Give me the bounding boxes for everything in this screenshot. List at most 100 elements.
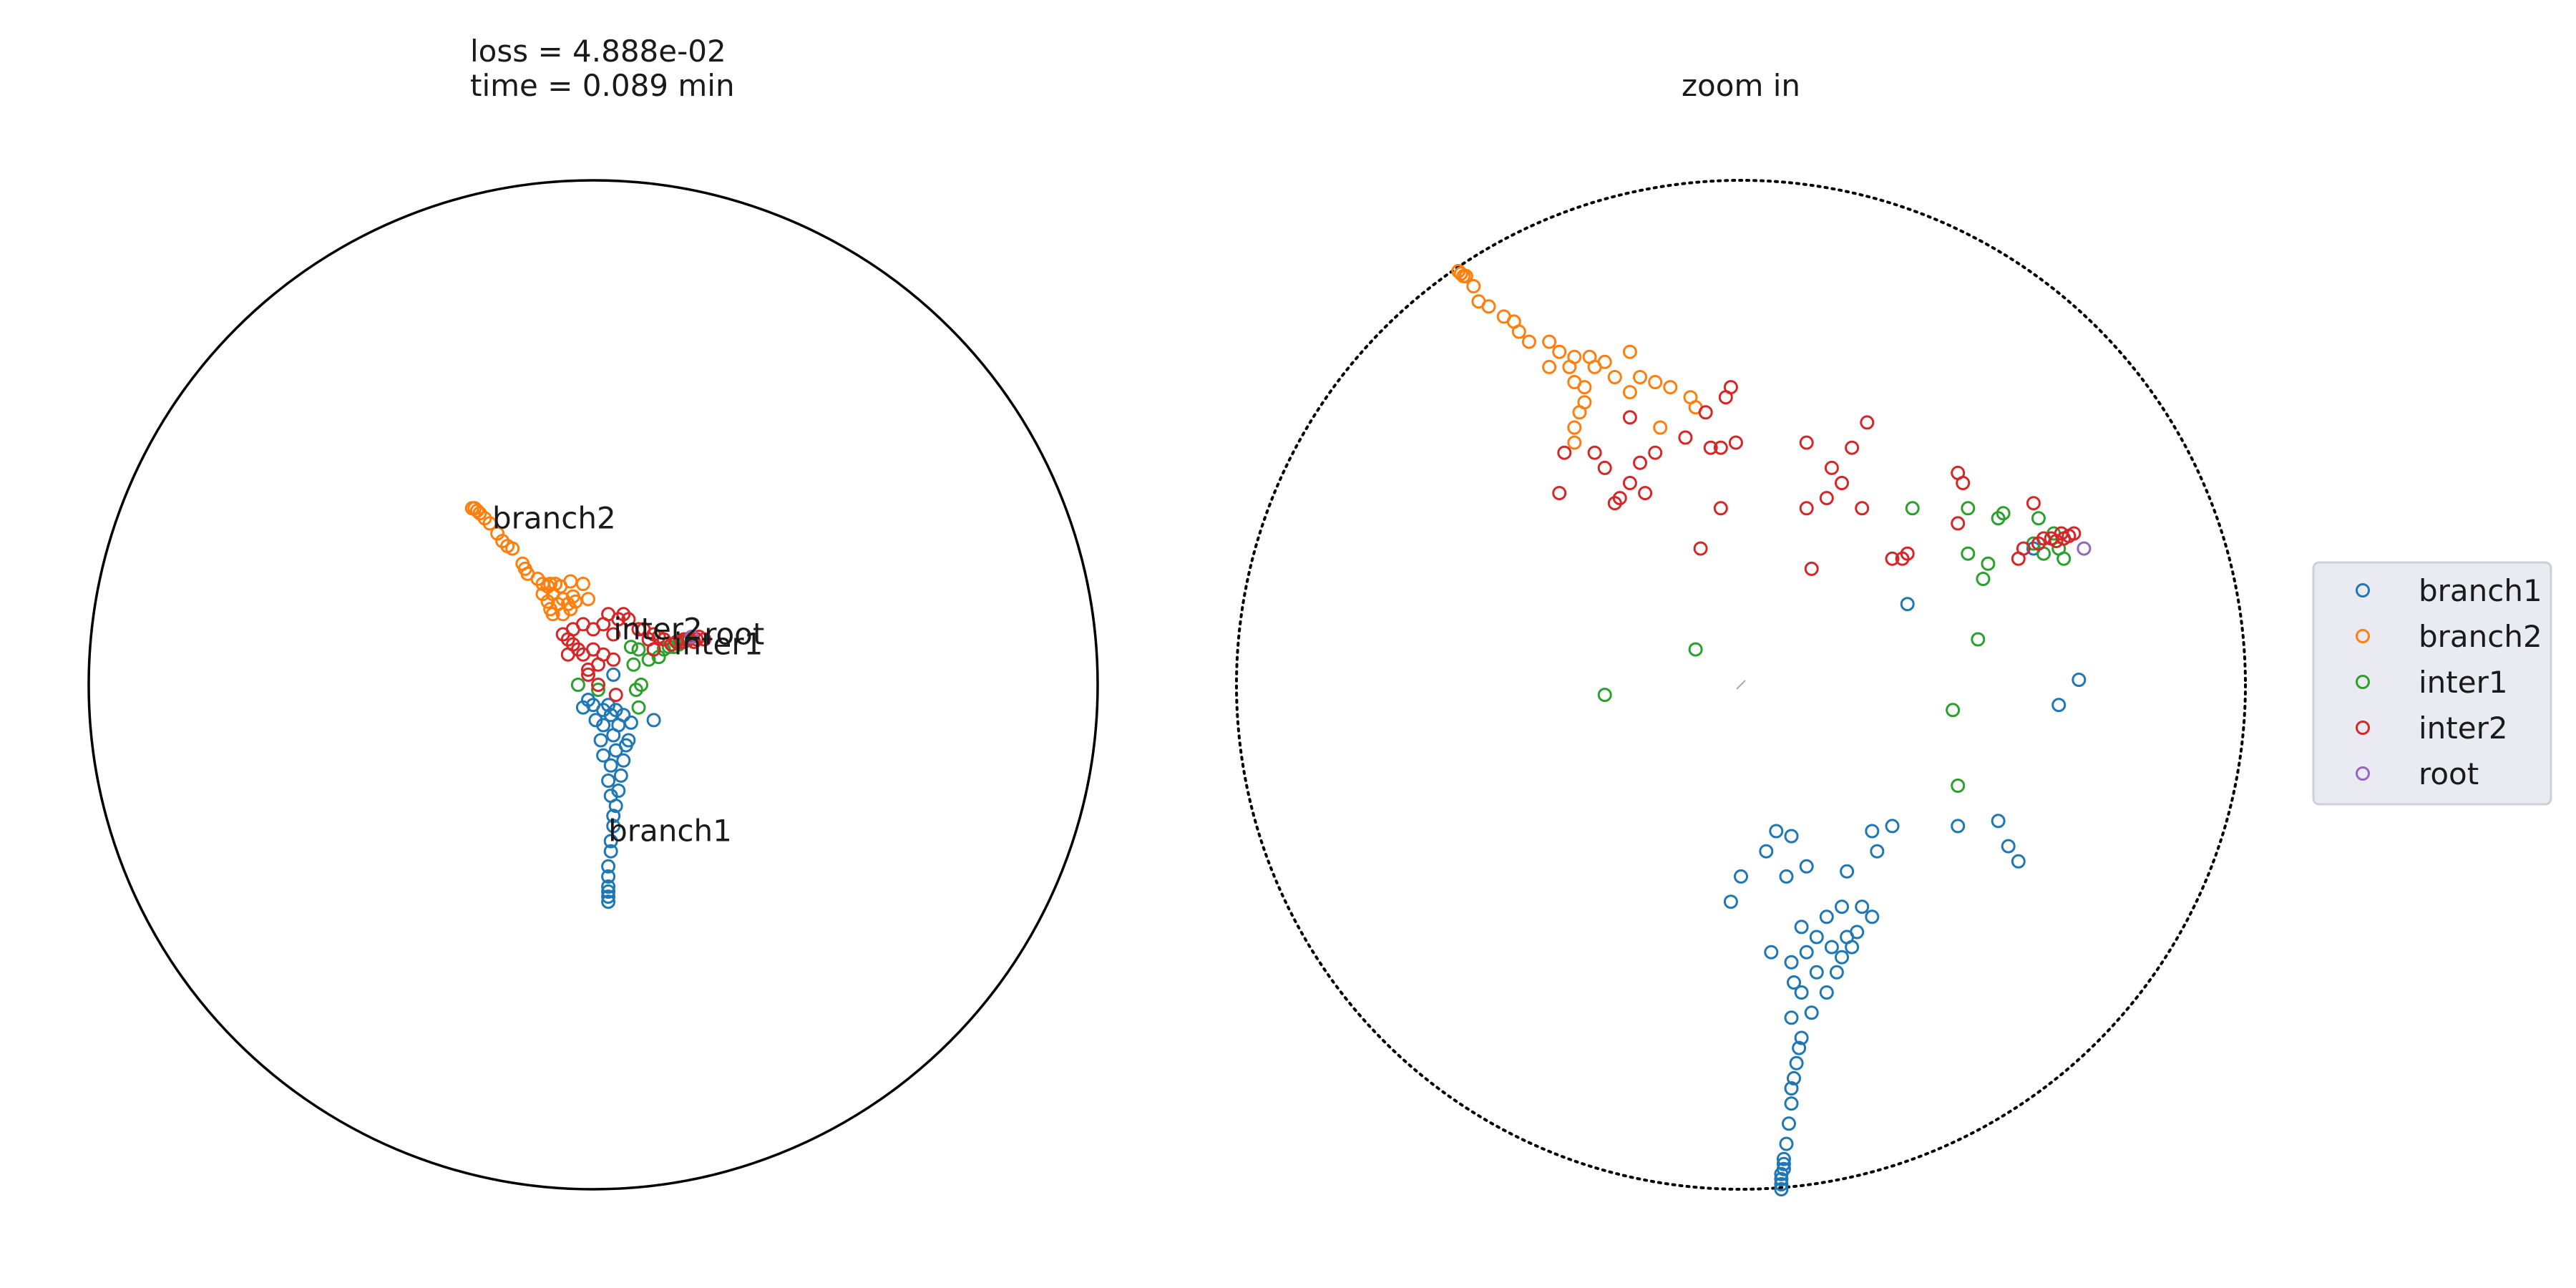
origin-marker bbox=[1736, 680, 1746, 690]
right-branch1-point bbox=[1865, 909, 1880, 924]
right-branch1-point bbox=[1774, 1171, 1789, 1186]
left-inter1-point bbox=[631, 642, 646, 657]
left-branch2-point bbox=[505, 541, 520, 556]
right-branch2-point bbox=[1587, 359, 1602, 374]
right-series-branch2 bbox=[1451, 263, 1703, 450]
left-branch1-point bbox=[646, 713, 661, 728]
right-title: zoom in bbox=[1682, 68, 1800, 103]
right-branch1-point bbox=[2072, 673, 2087, 687]
right-branch2-point bbox=[1567, 420, 1582, 435]
left-branch1-point bbox=[575, 700, 590, 715]
right-inter2-point bbox=[1693, 541, 1708, 556]
left-branch1-point bbox=[601, 774, 616, 788]
right-branch2-point bbox=[1542, 359, 1557, 374]
right-inter2-point bbox=[1819, 491, 1834, 506]
left-branch1-point bbox=[603, 844, 618, 859]
right-branch1-point bbox=[1769, 824, 1784, 839]
right-inter2-point bbox=[1703, 440, 1718, 455]
right-inter2-point bbox=[1678, 430, 1693, 445]
right-inter2-point bbox=[1597, 460, 1612, 475]
right-panel: zoom in bbox=[1235, 68, 2247, 1196]
right-branch2-point bbox=[1562, 359, 1577, 374]
left-branch1-point bbox=[601, 859, 616, 874]
left-branch1-point bbox=[601, 698, 616, 713]
legend-label-branch2: branch2 bbox=[2419, 619, 2542, 654]
left-branch1-point bbox=[601, 884, 616, 899]
left-inter2-point bbox=[581, 667, 595, 682]
right-inter1-point bbox=[1961, 501, 1976, 516]
right-inter1-point bbox=[1905, 501, 1920, 516]
right-inter2-point bbox=[1860, 415, 1875, 430]
right-inter2-point bbox=[1698, 405, 1713, 420]
right-inter1-point bbox=[1688, 642, 1703, 657]
right-root-point bbox=[2077, 541, 2092, 556]
legend-label-inter1: inter1 bbox=[2419, 665, 2508, 700]
right-branch2-point bbox=[1466, 279, 1481, 293]
left-points-layer bbox=[464, 501, 712, 909]
annotation-inter1: inter1 bbox=[674, 627, 763, 662]
left-branch1-point bbox=[593, 733, 608, 748]
right-branch1-point bbox=[1784, 829, 1799, 844]
left-disk-boundary bbox=[87, 179, 1099, 1191]
right-inter2-point bbox=[1845, 440, 1860, 455]
right-inter2-point bbox=[1557, 445, 1572, 460]
right-branch2-point bbox=[1552, 344, 1567, 359]
right-branch1-point bbox=[1774, 1177, 1789, 1191]
right-branch1-point bbox=[1850, 924, 1865, 940]
left-inter1-point bbox=[626, 657, 641, 672]
legend-items: branch1 branch2 inter1 inter2 root bbox=[2356, 573, 2542, 791]
right-inter2-point bbox=[1723, 380, 1738, 395]
legend-item-inter2: inter2 bbox=[2356, 711, 2508, 746]
right-inter1-point bbox=[1981, 556, 1996, 571]
right-inter2-point bbox=[1552, 486, 1567, 501]
right-inter2-point bbox=[1587, 445, 1602, 460]
right-branch1-point bbox=[2001, 839, 2016, 854]
left-inter1-point bbox=[628, 683, 643, 697]
right-branch2-point bbox=[1622, 344, 1637, 359]
right-branch1-point bbox=[1784, 1010, 1799, 1025]
right-series-inter1 bbox=[1597, 501, 2072, 793]
right-inter2-point bbox=[1622, 476, 1637, 490]
left-title-line-1: loss = 4.888e-02 bbox=[470, 34, 726, 69]
right-branch1-point bbox=[1787, 975, 1801, 990]
left-inter2-point bbox=[560, 647, 575, 662]
right-branch1-point bbox=[1782, 1116, 1796, 1131]
right-branch1-point bbox=[1764, 945, 1779, 960]
right-series-branch1 bbox=[1723, 541, 2087, 1196]
left-branch1-point bbox=[601, 889, 616, 904]
left-series-branch1 bbox=[575, 667, 661, 909]
left-inter2-point bbox=[676, 632, 691, 647]
right-branch1-point bbox=[2011, 854, 2026, 869]
right-inter1-point bbox=[1951, 779, 1966, 793]
right-inter1-point bbox=[1961, 546, 1976, 561]
right-branch1-point bbox=[1779, 869, 1794, 884]
right-inter2-point bbox=[1895, 551, 1910, 566]
right-branch1-point bbox=[1774, 1182, 1789, 1196]
right-inter2-point bbox=[1855, 501, 1870, 516]
right-branch1-point bbox=[1819, 909, 1834, 924]
right-inter2-point bbox=[1799, 501, 1814, 516]
left-branch1-point bbox=[613, 768, 628, 783]
left-series-inter2 bbox=[555, 607, 712, 703]
right-points-layer bbox=[1451, 263, 2092, 1196]
left-branch2-point bbox=[581, 592, 595, 607]
left-branch2-point bbox=[555, 607, 570, 622]
annotation-branch2: branch2 bbox=[492, 500, 616, 535]
right-inter2-point bbox=[1713, 440, 1728, 455]
left-branch1-point bbox=[601, 869, 616, 884]
right-inter1-point bbox=[2031, 511, 2046, 526]
right-branch2-point bbox=[1542, 334, 1557, 349]
legend-frame bbox=[2312, 561, 2552, 806]
right-inter2-point bbox=[2026, 496, 2041, 511]
annotation-branch1: branch1 bbox=[608, 814, 732, 849]
annotation-inter2: inter2 bbox=[613, 611, 703, 646]
right-branch1-point bbox=[1885, 819, 1900, 834]
right-branch1-point bbox=[1789, 1055, 1804, 1070]
right-branch1-point bbox=[1824, 940, 1839, 955]
legend: branch1 branch2 inter1 inter2 root bbox=[2312, 561, 2552, 806]
left-branch1-point bbox=[606, 809, 621, 824]
right-branch1-point bbox=[1776, 1161, 1791, 1176]
right-branch1-point bbox=[1855, 899, 1870, 914]
right-inter2-point bbox=[1956, 476, 1971, 490]
